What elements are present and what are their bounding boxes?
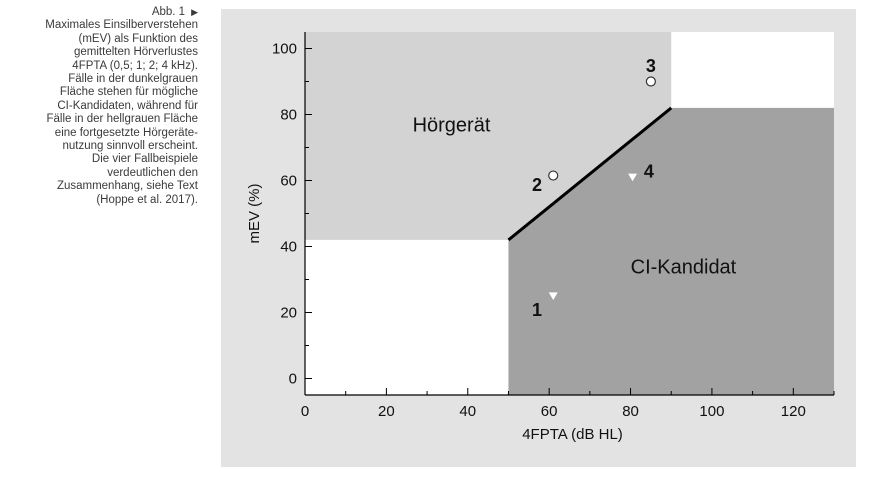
case-4-marker <box>628 173 638 182</box>
chart-axes: 0 20 40 60 80 100 120 0 20 40 60 80 100 4FPTA (dB HL)… <box>246 32 835 443</box>
y-tick-label: 40 <box>280 239 297 256</box>
caption-line: verdeutlichen den <box>107 166 198 179</box>
case-3-marker <box>645 76 656 87</box>
case-2-label: 2 <box>532 175 542 195</box>
caption-line: (mEV) als Funktion des <box>78 32 198 45</box>
x-tick-label: 40 <box>459 403 476 420</box>
caption-line: (Hoppe et al. 2017). <box>96 193 198 206</box>
x-tick-label: 80 <box>622 403 639 420</box>
y-tick-label: 100 <box>272 41 297 58</box>
play-arrow-icon: ▶ <box>191 7 198 17</box>
boundary-line <box>507 106 673 242</box>
region-label: Hörgerät <box>413 114 491 136</box>
figure-label: Abb. 1 ▶ <box>151 6 198 18</box>
caption-text: Maximales Einsilberverstehen (mEV) als Fu… <box>2 19 198 207</box>
case-2-marker <box>548 170 559 181</box>
caption-line: 4FPTA (0,5; 1; 2; 4 kHz). <box>72 59 198 72</box>
caption-line: Maximales Einsilberverstehen <box>45 19 198 32</box>
chart-marks <box>548 76 656 301</box>
caption-line: CI-Kandidaten, während für <box>57 99 198 112</box>
x-tick-label: 0 <box>301 403 309 420</box>
caption-line: Zusammenhang, siehe Text <box>56 180 198 193</box>
caption-line: Fälle in der dunkelgrauen <box>68 73 198 86</box>
case-1-marker <box>548 292 558 301</box>
x-tick-label: 120 <box>781 403 806 420</box>
chart-labels: Hörgerät CI-Kandidat 1 2 3 4 <box>413 56 737 320</box>
caption-line: Fälle in der hellgrauen Fläche <box>46 113 198 126</box>
y-tick-label: 80 <box>280 107 297 124</box>
x-tick-label: 20 <box>378 403 395 420</box>
caption-line: Die vier Fallbeispiele <box>91 153 198 166</box>
caption-line: Fläche stehen für mögliche <box>59 86 198 99</box>
caption-line: nutzung sinnvoll erscheint. <box>62 140 198 153</box>
case-1-label: 1 <box>532 300 542 320</box>
y-tick-label: 60 <box>280 173 297 190</box>
figure-caption: Abb. 1 ▶ Maximales Einsilberverstehen (mEV… <box>2 6 198 207</box>
x-tick-label: 100 <box>699 403 724 420</box>
x-axis-title: 4FPTA (dB HL) <box>522 426 623 443</box>
caption-line: gemittelten Hörverlustes <box>74 46 198 59</box>
chart-regions <box>305 32 834 396</box>
caption-line: eine fortgesetzte Hörgeräte- <box>54 126 198 139</box>
x-tick-label: 60 <box>541 403 558 420</box>
case-3-label: 3 <box>646 56 656 76</box>
region-label: CI-Kandidat <box>631 256 737 278</box>
region-ci-kandidat <box>508 107 834 396</box>
region-hoergeraet <box>305 32 672 240</box>
y-tick-label: 0 <box>289 371 297 388</box>
y-tick-label: 20 <box>280 305 297 322</box>
y-axis-title: mEV (%) <box>246 183 263 243</box>
chart: 0 20 40 60 80 100 120 0 20 40 60 80 100 4FPTA (dB HL)… <box>246 32 835 443</box>
case-4-label: 4 <box>644 162 654 182</box>
